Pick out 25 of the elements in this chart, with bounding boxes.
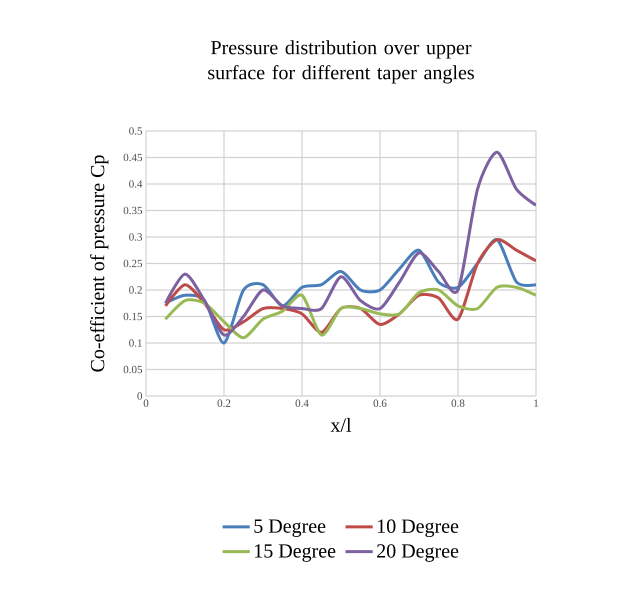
- x-tick-label: 0.6: [374, 400, 387, 407]
- x-tick-label: 1: [534, 400, 538, 407]
- y-tick-label: 0.4: [129, 180, 142, 188]
- y-tick-label: 0.05: [124, 366, 142, 374]
- x-tick-label: 0: [144, 400, 148, 407]
- y-tick-label: 0.5: [129, 127, 142, 135]
- x-tick-label: 0.8: [452, 400, 464, 407]
- y-tick-label: 0.15: [124, 312, 142, 320]
- y-tick-label: 0.1: [129, 339, 142, 347]
- legend-label: 5 Degree: [254, 520, 326, 537]
- legend-label: 20 Degree: [377, 544, 458, 562]
- line-series: [164, 150, 536, 337]
- y-tick-label: 0.25: [124, 260, 142, 268]
- y-tick-label: 0.3: [129, 233, 142, 241]
- x-axis-title: x/l: [330, 418, 352, 432]
- y-tick-label: 0.35: [124, 206, 142, 214]
- legend-label: 15 Degree: [255, 544, 336, 562]
- y-axis-title: Co-efficient of pressure Cp: [90, 155, 108, 372]
- x-tick-label: 0.4: [296, 400, 309, 407]
- legend-label: 10 Degree: [378, 519, 458, 538]
- x-tick-label: 0.2: [218, 400, 230, 407]
- y-tick-label: 0.45: [124, 154, 142, 162]
- y-tick-label: 0: [137, 392, 142, 400]
- chart-title: Pressure distribution over upper surface for different taper angles: [208, 40, 474, 84]
- y-tick-label: 0.2: [129, 286, 142, 294]
